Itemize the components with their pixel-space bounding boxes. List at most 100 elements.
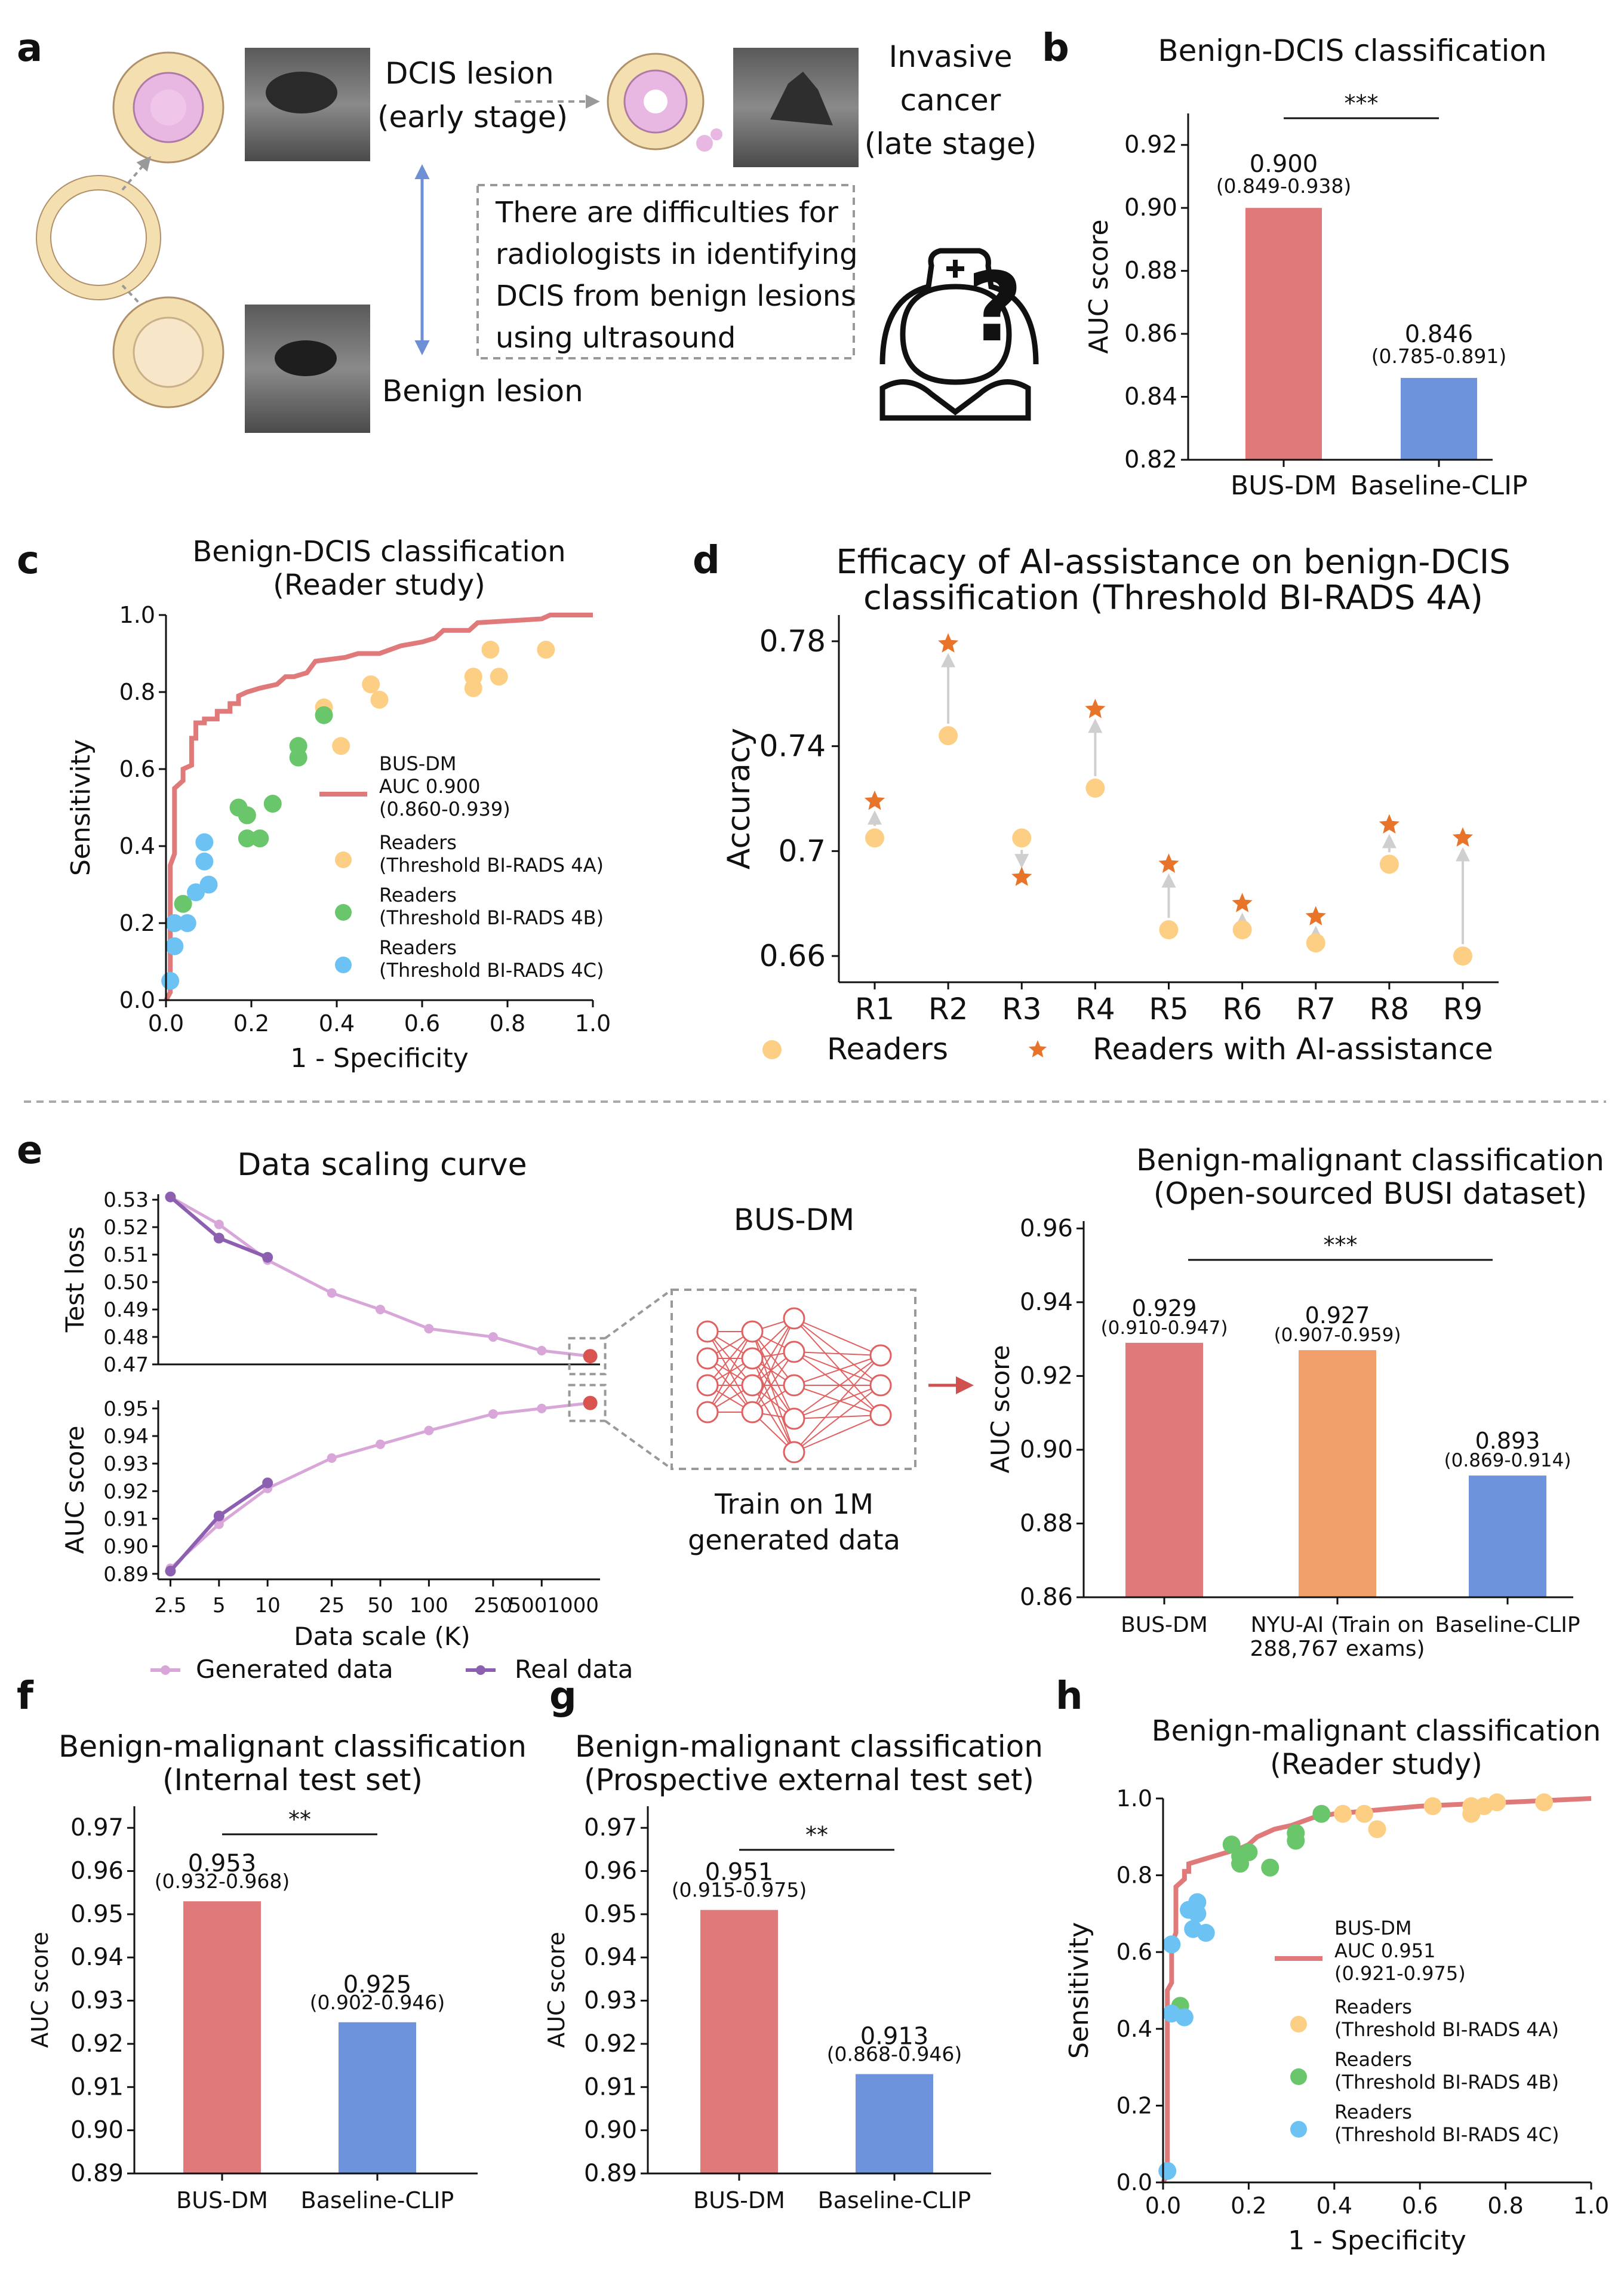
chart-title: Benign-malignant classification (1136, 1143, 1604, 1177)
x-tick-label: 0.2 (233, 1010, 269, 1037)
loss-generated-point (537, 1346, 547, 1356)
legend-r4a-line2: (Threshold BI-RADS 4A) (1334, 2018, 1559, 2041)
legend-readers: Readers (827, 1032, 948, 1066)
x-tick-label: R2 (928, 992, 968, 1026)
y-tick-label: 0.86 (1124, 320, 1177, 348)
nn-edge (707, 1331, 753, 1386)
roc-curve-bus-dm (164, 613, 593, 1001)
y-tick-label: 0.86 (1020, 1584, 1073, 1611)
x-tick-label: 50 (367, 1594, 393, 1618)
dcis-cell-illustration (112, 51, 224, 164)
bar-bus-dm (700, 1910, 778, 2173)
x-tick-label: NYU-AI (Train on (1251, 1613, 1425, 1637)
legend-r4c-line2: (Threshold BI-RADS 4C) (1334, 2123, 1559, 2146)
auc-generated-point (214, 1519, 224, 1529)
x-tick-label: Baseline-CLIP (301, 2187, 454, 2213)
legend-model-name: BUS-DM (1334, 1917, 1411, 1939)
reader-point (1159, 920, 1179, 940)
panel-e-network: BUS-DM Train on 1M generated data (670, 1203, 974, 1556)
nn-node (783, 1407, 805, 1430)
nn-edge (752, 1358, 795, 1419)
y-tick-label: 0.91 (103, 1507, 149, 1531)
x-tick-label: BUS-DM (693, 2187, 785, 2213)
chart-e-scaling: Data scaling curve 0.47 0.48 0.49 0.50 0.51 0.… (60, 1147, 673, 1684)
y-tick-label: 0.94 (70, 1944, 124, 1971)
reader-point-4b (251, 829, 269, 848)
y-tick-label: 0.88 (1020, 1509, 1073, 1537)
legend-r4a-line1: Readers (379, 831, 457, 854)
y-tick-label: 1.0 (119, 602, 155, 628)
reader-point-4c (195, 833, 214, 851)
bar-ci-label: (0.915-0.975) (672, 1878, 807, 1902)
reader-point-4a (464, 679, 482, 697)
nn-node (869, 1344, 892, 1367)
difficulty-box-line1: There are difficulties for (495, 196, 838, 229)
nn-node (741, 1347, 764, 1370)
zoom-connector (604, 1289, 673, 1339)
reader-point (1232, 920, 1252, 940)
y-tick-label: 0.95 (70, 1901, 124, 1928)
legend-swatch-ai (1028, 1040, 1047, 1057)
nn-edge (793, 1385, 881, 1419)
bar-bus-dm (183, 1901, 261, 2173)
x-tick-label: 0.6 (404, 1010, 440, 1037)
nn-node (783, 1341, 805, 1363)
nn-node (741, 1320, 764, 1343)
y-axis-label: AUC score (986, 1345, 1015, 1473)
y-tick-label: 0.4 (1116, 2016, 1152, 2042)
y-axis-label: AUC score (543, 1932, 570, 2048)
reader-point-4a (362, 675, 380, 694)
loss-generated-point (376, 1305, 386, 1315)
chart-d: Efficacy of AI-assistance on benign-DCIS… (721, 543, 1511, 1066)
legend-generated: Generated data (196, 1655, 393, 1684)
x-axis-label: Data scale (K) (294, 1622, 470, 1651)
legend-swatch-r4c (1290, 2121, 1307, 2138)
x-tick-label: BUS-DM (1231, 471, 1337, 501)
nn-node (696, 1401, 719, 1423)
y-tick-label: 0.89 (70, 2160, 124, 2187)
y-tick-label: 0.53 (103, 1188, 149, 1212)
y-tick-label: 0.96 (70, 1858, 124, 1885)
x-axis-label: 1 - Specificity (1288, 2225, 1466, 2256)
reader-point (1012, 828, 1032, 848)
x-tick-label: R4 (1075, 992, 1115, 1026)
x-tick-label: 1.0 (1573, 2193, 1609, 2219)
y-tick-label: 0.84 (1124, 383, 1177, 411)
y-tick-label: 0.91 (584, 2073, 637, 2101)
loss-generated-line (170, 1195, 590, 1358)
loss-real-point (213, 1232, 224, 1244)
bar-value-label: 0.893 (1475, 1428, 1540, 1454)
reader-point-4b (1261, 1858, 1279, 1877)
nn-edge (793, 1318, 881, 1416)
chart-title: Data scaling curve (237, 1147, 527, 1183)
bar-value-label: 0.846 (1405, 321, 1474, 348)
bar-value-label: 0.929 (1132, 1295, 1197, 1321)
nn-node (869, 1374, 892, 1397)
y-tick-label: 0.93 (70, 1987, 124, 2015)
legend-swatch-generated-dot (161, 1665, 170, 1675)
y-tick-label: 0.4 (119, 833, 155, 859)
legend-r4a-line2: (Threshold BI-RADS 4A) (379, 854, 604, 877)
doctor-icon (879, 248, 1039, 421)
auc-y-axis-label: AUC score (60, 1425, 90, 1554)
significance-marker: *** (1345, 90, 1379, 116)
nn-edge (793, 1318, 881, 1356)
y-tick-label: 0.47 (103, 1353, 149, 1377)
reader-point-4b (289, 748, 307, 767)
chart-title: Benign-malignant classification (575, 1729, 1043, 1764)
legend-real: Real data (515, 1655, 633, 1684)
neural-network-diagram (696, 1307, 892, 1464)
x-tick-label: 0.8 (490, 1010, 525, 1037)
legend-swatch-r4c (335, 957, 352, 973)
bar-value-label: 0.900 (1250, 150, 1318, 178)
network-title: BUS-DM (734, 1203, 854, 1237)
zoom-connector (604, 1419, 673, 1470)
y-tick-label: 0.96 (1020, 1215, 1073, 1242)
reader-point-4b (1287, 1831, 1305, 1850)
bar-bus-dm (1125, 1342, 1203, 1597)
reader-point (1453, 946, 1472, 966)
loss-real-point (165, 1191, 176, 1203)
legend-swatch-r4b (335, 904, 352, 921)
chart-subtitle: (Reader study) (273, 568, 485, 602)
ai-assisted-point (1305, 906, 1326, 926)
